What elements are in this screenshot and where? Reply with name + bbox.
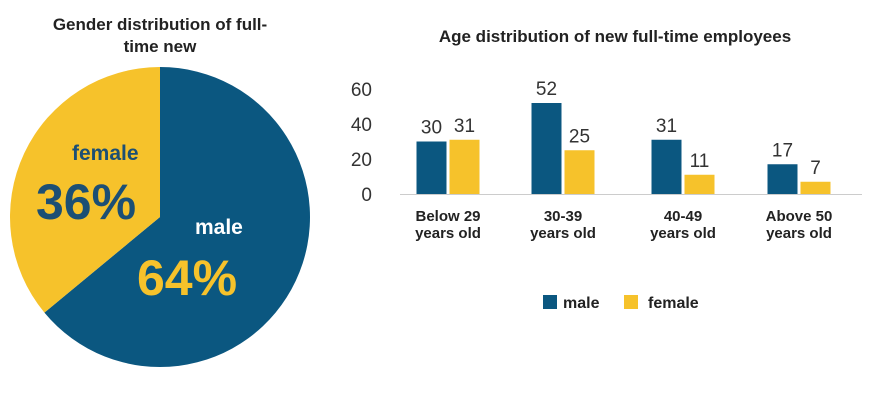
bar-female-2 [684,174,715,194]
x-category-label: Below 29 years old [415,208,481,242]
bar-female-3 [800,181,831,194]
y-tick-label: 0 [361,185,372,206]
bar-chart-legend: male female [543,295,699,312]
pie-slice-female [9,67,161,313]
pie-value-female: 36% [36,174,136,230]
x-category-label: 30-39 years old [530,208,596,242]
bar-male-2 [651,139,682,194]
legend-label-female: female [648,295,699,312]
data-label-male-3: 17 [772,140,793,161]
data-label-male-1: 52 [536,79,557,100]
bar-female-0 [449,139,480,194]
legend-label-male: male [563,295,600,312]
bar-male-0 [416,141,447,194]
bar-male-3 [767,164,798,194]
pie-label-male: male [195,216,243,239]
y-tick-label: 40 [351,115,372,136]
pie-chart-title: Gender distribution of full-time new [52,15,268,56]
pie-label-female: female [72,142,139,165]
data-label-female-2: 11 [690,151,710,172]
data-label-female-0: 31 [454,116,475,137]
data-label-male-0: 30 [421,118,442,139]
x-category-label: 40-49 years old [650,208,716,242]
y-tick-label: 60 [351,80,372,101]
data-label-female-1: 25 [569,126,590,147]
age-bar-chart: 0 20 40 60 30 31 Below 29 years old 52 25 30-39 yea… [351,79,862,242]
y-tick-label: 20 [351,150,372,171]
pie-value-male: 64% [137,250,237,306]
gender-pie-chart: male 64% female 36% [9,67,311,367]
legend-swatch-male [543,295,557,309]
bar-female-1 [564,150,595,194]
legend-swatch-female [624,295,638,309]
data-label-male-2: 31 [656,116,677,137]
bar-male-1 [531,103,562,194]
bar-chart-title: Age distribution of new full-time employ… [438,27,792,46]
pie-slice-male [44,67,311,367]
data-label-female-3: 7 [810,158,821,179]
x-category-label: Above 50 years old [766,208,833,242]
